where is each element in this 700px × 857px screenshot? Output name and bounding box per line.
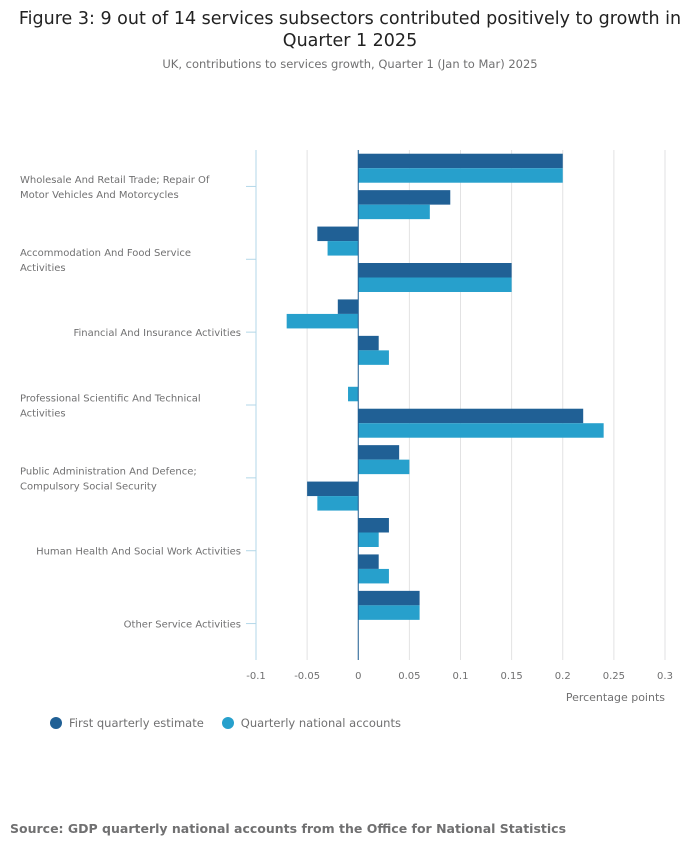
chart-title: Figure 3: 9 out of 14 services subsector… — [18, 9, 682, 51]
x-tick-label: 0.25 — [603, 671, 625, 682]
bar — [327, 241, 359, 256]
category-label: Compulsory Social Security — [20, 481, 157, 492]
category-label: Other Service Activities — [124, 620, 241, 631]
legend-label-first-estimate: First quarterly estimate — [69, 716, 204, 730]
x-tick-label: 0.15 — [500, 671, 522, 682]
category-label: Wholesale And Retail Trade; Repair Of — [20, 175, 210, 186]
bar — [358, 554, 379, 569]
bar — [358, 190, 451, 205]
bar — [358, 590, 420, 606]
bar — [286, 313, 359, 329]
bar — [358, 408, 584, 424]
x-axis-title: Percentage points — [566, 691, 665, 704]
x-tick-label: 0.05 — [398, 671, 420, 682]
bar — [358, 518, 389, 533]
x-tick-label: 0.3 — [657, 671, 673, 682]
category-label: Activities — [20, 409, 66, 420]
bar — [358, 423, 604, 438]
bar — [348, 386, 359, 402]
category-label: Accommodation And Food Service — [20, 248, 191, 259]
bar-chart: Wholesale And Retail Trade; Repair Of Mot… — [20, 150, 673, 704]
bar — [358, 168, 563, 183]
bar — [337, 299, 359, 314]
x-tick-label: -0.05 — [294, 671, 320, 682]
legend-label-national-accounts: Quarterly national accounts — [240, 716, 401, 730]
bar — [307, 481, 359, 497]
bar — [358, 568, 389, 584]
x-tick-label: -0.1 — [246, 671, 266, 682]
bar — [358, 277, 512, 292]
legend-swatch-first-estimate — [50, 717, 62, 729]
category-label: Professional Scientific And Technical — [20, 394, 201, 405]
bar — [358, 263, 512, 278]
category-label: Activities — [20, 263, 66, 274]
bar — [358, 335, 379, 351]
bar — [358, 153, 563, 169]
bar — [358, 532, 379, 547]
bar — [358, 445, 400, 460]
x-tick-label: 0.1 — [453, 671, 469, 682]
legend-swatch-national-accounts — [221, 717, 234, 729]
legend-item-first-estimate: First quarterly estimate — [50, 716, 204, 730]
x-tick-label: 0 — [355, 671, 361, 682]
bar — [358, 605, 420, 620]
bar — [317, 496, 359, 511]
category-label: Public Administration And Defence; — [20, 466, 197, 477]
legend: First quarterly estimate Quarterly natio… — [50, 716, 419, 730]
legend-item-national-accounts: Quarterly national accounts — [221, 716, 401, 730]
x-tick-label: 0.2 — [555, 671, 571, 682]
bar — [358, 204, 430, 220]
bar — [358, 459, 410, 475]
bar — [317, 226, 359, 242]
category-label: Human Health And Social Work Activities — [36, 547, 241, 558]
chart-subtitle: UK, contributions to services growth, Qu… — [162, 57, 538, 71]
category-label: Motor Vehicles And Motorcycles — [20, 190, 179, 201]
bar — [358, 350, 389, 365]
category-label: Financial And Insurance Activities — [73, 328, 241, 339]
source-note: Source: GDP quarterly national accounts … — [10, 821, 567, 836]
